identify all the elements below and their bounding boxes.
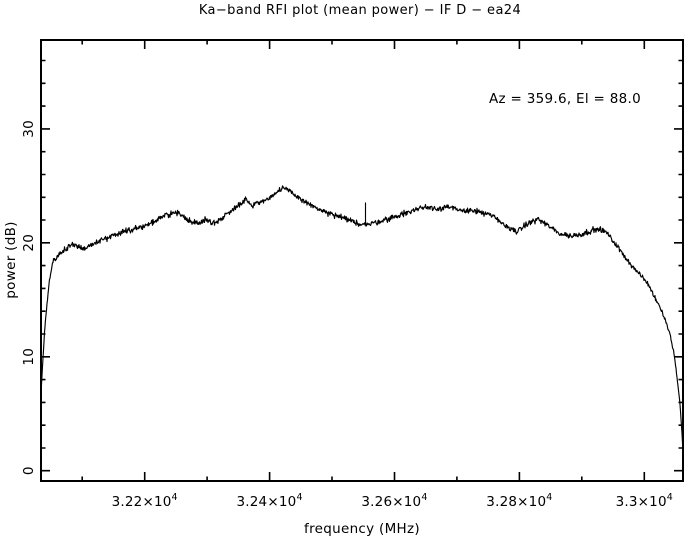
- rfi-power-curve: [40, 185, 684, 452]
- y-tick-label: 30: [21, 120, 37, 138]
- x-axis-title: frequency (MHz): [304, 521, 420, 537]
- az-el-annotation: Az = 359.6, El = 88.0: [489, 91, 641, 107]
- plot-title: Ka−band RFI plot (mean power) − IF D − e…: [199, 3, 521, 18]
- y-axis-title: power (dB): [3, 221, 19, 298]
- plot-frame: [40, 39, 684, 482]
- x-tick-label: 3.3×104: [616, 492, 673, 510]
- frame-rect: [40, 39, 684, 482]
- x-tick-label: 3.24×104: [236, 492, 302, 510]
- data-series: [40, 185, 684, 452]
- x-tick-label: 3.22×104: [112, 492, 178, 510]
- y-tick-label: 10: [21, 348, 37, 366]
- tick-marks: [41, 40, 683, 481]
- axis-ticks: [41, 40, 683, 481]
- x-tick-label: 3.28×104: [486, 492, 552, 510]
- x-tick-label: 3.26×104: [361, 492, 427, 510]
- y-tick-label: 20: [21, 234, 37, 252]
- axis-tick-labels: 3.22×104 3.24×104 3.26×104 3.28×104 3.3×104 0…: [21, 120, 673, 510]
- y-tick-label: 0: [21, 466, 37, 475]
